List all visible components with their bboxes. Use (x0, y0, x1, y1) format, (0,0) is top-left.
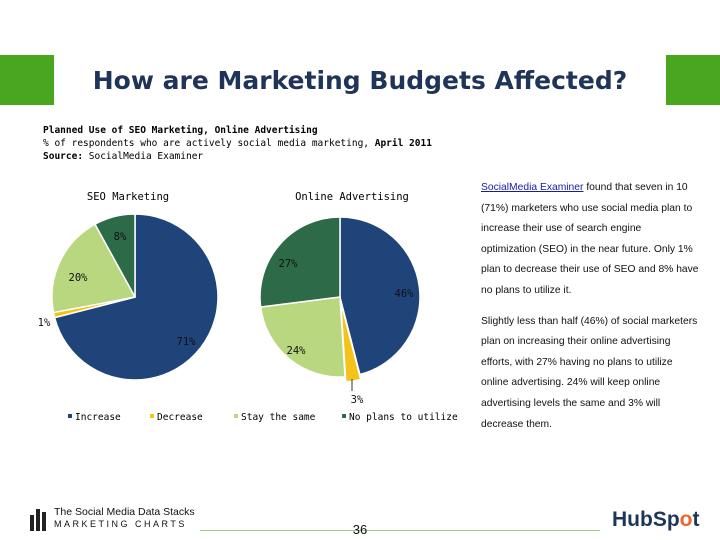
pie-slice-stay (259, 296, 346, 378)
hubspot-logo-o: o (679, 508, 693, 531)
chart-subtitle: Planned Use of SEO Marketing, Online Adv… (43, 124, 432, 163)
subtitle-line-3: Source: SocialMedia Examiner (43, 150, 432, 163)
pie-slice-no (93, 213, 136, 298)
data-label-increase: 46% (395, 288, 415, 300)
ads-pie: 46% 3% 24% 27% (259, 216, 421, 406)
pie-slice-stay (51, 223, 137, 314)
ads-pie-title: Online Advertising (295, 191, 409, 203)
data-label-no: 27% (279, 258, 299, 270)
data-label-increase: 71% (177, 336, 197, 348)
hubspot-logo: HubSpot (612, 508, 699, 532)
data-label-stay: 24% (287, 345, 307, 357)
title-box: How are Marketing Budgets Affected? (54, 55, 666, 105)
hubspot-logo-a: HubSp (612, 508, 680, 531)
commentary-ads: Slightly less than half (46%) of social … (481, 315, 698, 430)
page-title: How are Marketing Budgets Affected? (92, 65, 628, 95)
legend-swatch-stay (234, 414, 238, 418)
page-number: 36 (352, 522, 368, 537)
hubspot-logo-c: t (692, 508, 700, 531)
seo-pie-title: SEO Marketing (87, 191, 169, 203)
footer-divider (200, 530, 600, 531)
commentary: SocialMedia Examiner found that seven in… (481, 178, 699, 435)
pie-charts: SEO Marketing Online Advertising 71% 1% 20… (38, 191, 458, 423)
legend-stay: Stay the same (241, 412, 316, 423)
logo-wordmark: MARKETING CHARTS (54, 519, 187, 529)
seo-pie: 71% 1% 20% 8% (38, 213, 219, 381)
subtitle-line-2: % of respondents who are actively social… (43, 137, 432, 150)
subtitle-line-1: Planned Use of SEO Marketing, Online Adv… (43, 125, 318, 136)
data-label-decrease: 1% (38, 317, 51, 329)
subtitle-date: April 2011 (374, 138, 432, 149)
legend: Increase Decrease Stay the same No plans… (68, 412, 458, 423)
legend-increase: Increase (75, 412, 121, 423)
bar-chart-icon (30, 509, 46, 531)
title-bar: How are Marketing Budgets Affected? (0, 55, 720, 105)
subtitle-description: % of respondents who are actively social… (43, 138, 375, 149)
legend-no-plans: No plans to utilize (349, 412, 458, 423)
data-label-decrease: 3% (351, 394, 364, 406)
data-label-stay: 20% (69, 272, 89, 284)
commentary-seo: SocialMedia Examiner found that seven in… (481, 178, 699, 302)
source-value: SocialMedia Examiner (83, 151, 204, 162)
legend-decrease: Decrease (157, 412, 203, 423)
source-link[interactable]: SocialMedia Examiner (481, 182, 584, 193)
legend-swatch-no-plans (342, 414, 346, 418)
data-label-no: 8% (114, 231, 127, 243)
pie-slice-decrease (340, 301, 362, 383)
pie-slice-increase (53, 213, 219, 381)
logo-tagline: The Social Media Data Stacks (54, 506, 195, 518)
source-label: Source: (43, 151, 84, 162)
commentary-seo-text: found that seven in 10 (71%) marketers w… (481, 182, 699, 296)
legend-swatch-decrease (150, 414, 154, 418)
pie-slice-increase (339, 216, 421, 376)
legend-swatch-increase (68, 414, 72, 418)
pie-slice-no (259, 216, 341, 308)
